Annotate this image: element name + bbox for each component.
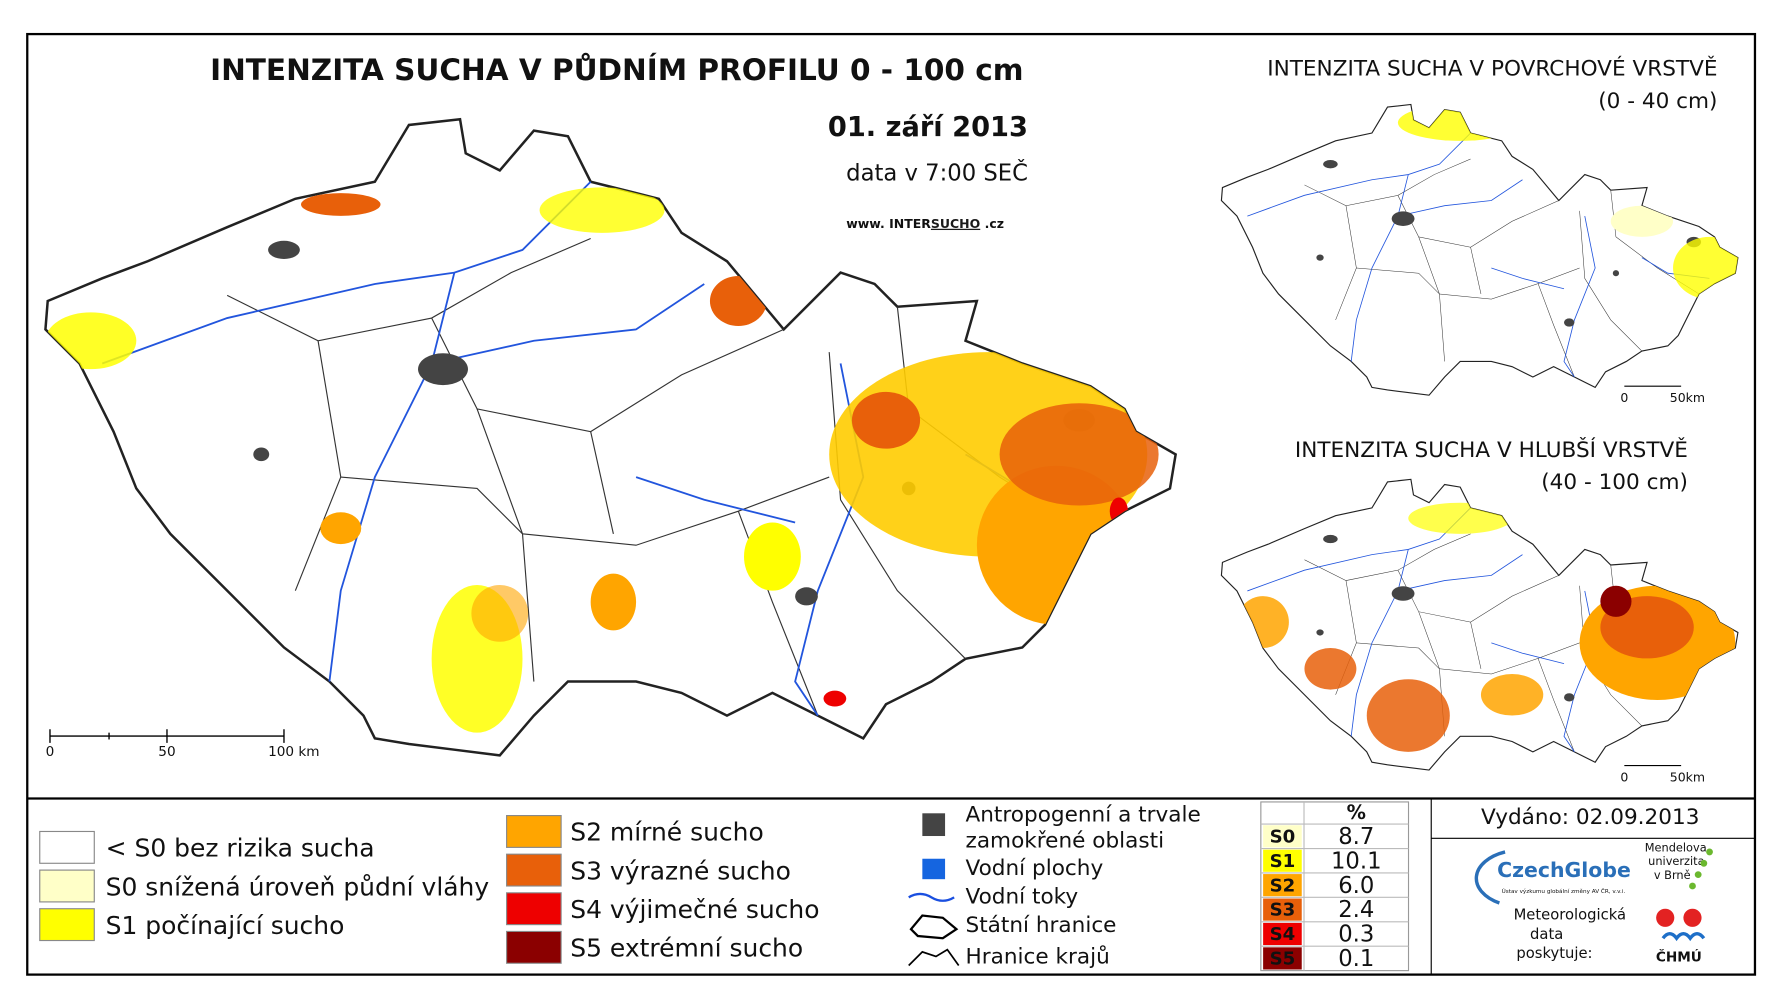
provider-text: poskytuje: [1516, 945, 1592, 962]
table-code: S4 [1270, 924, 1296, 945]
table-code-cell [1263, 898, 1302, 921]
table-code-cell [1263, 825, 1302, 848]
table-header: % [1347, 801, 1366, 824]
table-value: 0.1 [1338, 946, 1374, 972]
provider-text: data [1530, 926, 1563, 943]
inset-subtitle: (40 - 100 cm) [1541, 470, 1688, 495]
symbol-icons [908, 813, 960, 967]
deep-map: 0 50km [1221, 479, 1738, 785]
symbol-label: Státní hranice [966, 913, 1117, 938]
scale-label: 0 [1620, 770, 1628, 785]
symbol-label: Hranice krajů [966, 945, 1110, 970]
table-code-cell [1263, 874, 1302, 897]
inset-title: INTENZITA SUCHA V POVRCHOVÉ VRSTVĚ [1267, 55, 1717, 81]
czechglobe-subtitle: Ústav výzkumu globální změny AV ČR, v.v.… [1502, 888, 1626, 895]
legend-label: S5 extrémní sucho [570, 934, 803, 963]
legend-label: < S0 bez rizika sucha [106, 834, 375, 863]
table-code-cell [1263, 849, 1302, 872]
symbol-label: zamokřené oblasti [966, 829, 1165, 854]
legend-label: S2 mírné sucho [570, 818, 764, 847]
inset-title: INTENZITA SUCHA V HLUBŠÍ VRSTVĚ [1295, 437, 1688, 463]
scale-label: 50km [1670, 390, 1705, 405]
legend-label: S3 výrazné sucho [570, 856, 791, 885]
legend-label: S4 výjimečné sucho [570, 895, 819, 924]
legend-swatch [506, 930, 562, 964]
data-time: data v 7:00 SEČ [846, 158, 1028, 186]
legend-swatch [506, 853, 562, 887]
legend-swatch [39, 908, 95, 942]
table-code-cell [1263, 922, 1302, 946]
legend: < S0 bez rizika sucha S0 snížená úroveň p… [39, 801, 1410, 972]
scale-label: 50km [1670, 770, 1705, 785]
mendel-logo: v Brně [1654, 868, 1691, 882]
legend-swatch [39, 869, 95, 903]
mendel-logo: univerzita [1648, 854, 1704, 868]
czechglobe-logo: CzechGlobe [1497, 858, 1631, 882]
legend-swatch [39, 830, 95, 864]
website: www. INTERSUCHO .cz [846, 215, 1004, 230]
website-part: SUCHO [931, 215, 980, 230]
website-part: www. INTER [846, 215, 931, 230]
chmu-icon [1656, 908, 1706, 942]
table-value: 10.1 [1331, 848, 1382, 874]
legend-label: S0 snížená úroveň půdní vláhy [106, 872, 490, 901]
legend-swatch [506, 815, 562, 848]
mendel-dots [1689, 848, 1713, 890]
chmu-logo: ČHMÚ [1656, 948, 1702, 966]
table-code-cell [1263, 947, 1302, 970]
table-code: S3 [1270, 900, 1296, 921]
table-code: S5 [1270, 949, 1296, 970]
main-map: 0 50 100 km [45, 119, 1175, 760]
scale-label: 100 km [268, 744, 320, 760]
frame [26, 32, 1757, 976]
website-part: .cz [980, 215, 1004, 230]
table-value: 2.4 [1338, 897, 1374, 923]
mendel-logo: Mendelova [1645, 841, 1707, 855]
czechglobe-swoosh [1474, 850, 1506, 905]
legend-swatch [506, 892, 562, 926]
legend-label: S1 počínající sucho [106, 911, 345, 940]
table-value: 6.0 [1338, 873, 1374, 899]
main-title: INTENZITA SUCHA V PŮDNÍM PROFILU 0 - 100… [210, 51, 1023, 87]
date: 01. září 2013 [828, 112, 1028, 143]
table-code: S2 [1270, 875, 1296, 896]
table-value: 8.7 [1338, 824, 1374, 850]
table-code: S0 [1270, 826, 1296, 847]
provider-text: Meteorologická [1514, 907, 1626, 924]
symbol-label: Vodní toky [966, 884, 1079, 909]
table-code: S1 [1270, 851, 1296, 872]
symbol-label: Vodní plochy [966, 856, 1104, 881]
symbol-label: Antropogenní a trvale [966, 803, 1201, 828]
issued-date: Vydáno: 02.09.2013 [1481, 805, 1699, 830]
scale-label: 50 [158, 744, 175, 760]
inset-subtitle: (0 - 40 cm) [1598, 89, 1717, 114]
table-border [1260, 801, 1410, 972]
surface-map: 0 50km [1221, 104, 1745, 405]
table-value: 0.3 [1338, 922, 1374, 948]
scale-bar [49, 729, 285, 743]
scale-label: 0 [1620, 390, 1628, 405]
scale-label: 0 [46, 744, 55, 760]
